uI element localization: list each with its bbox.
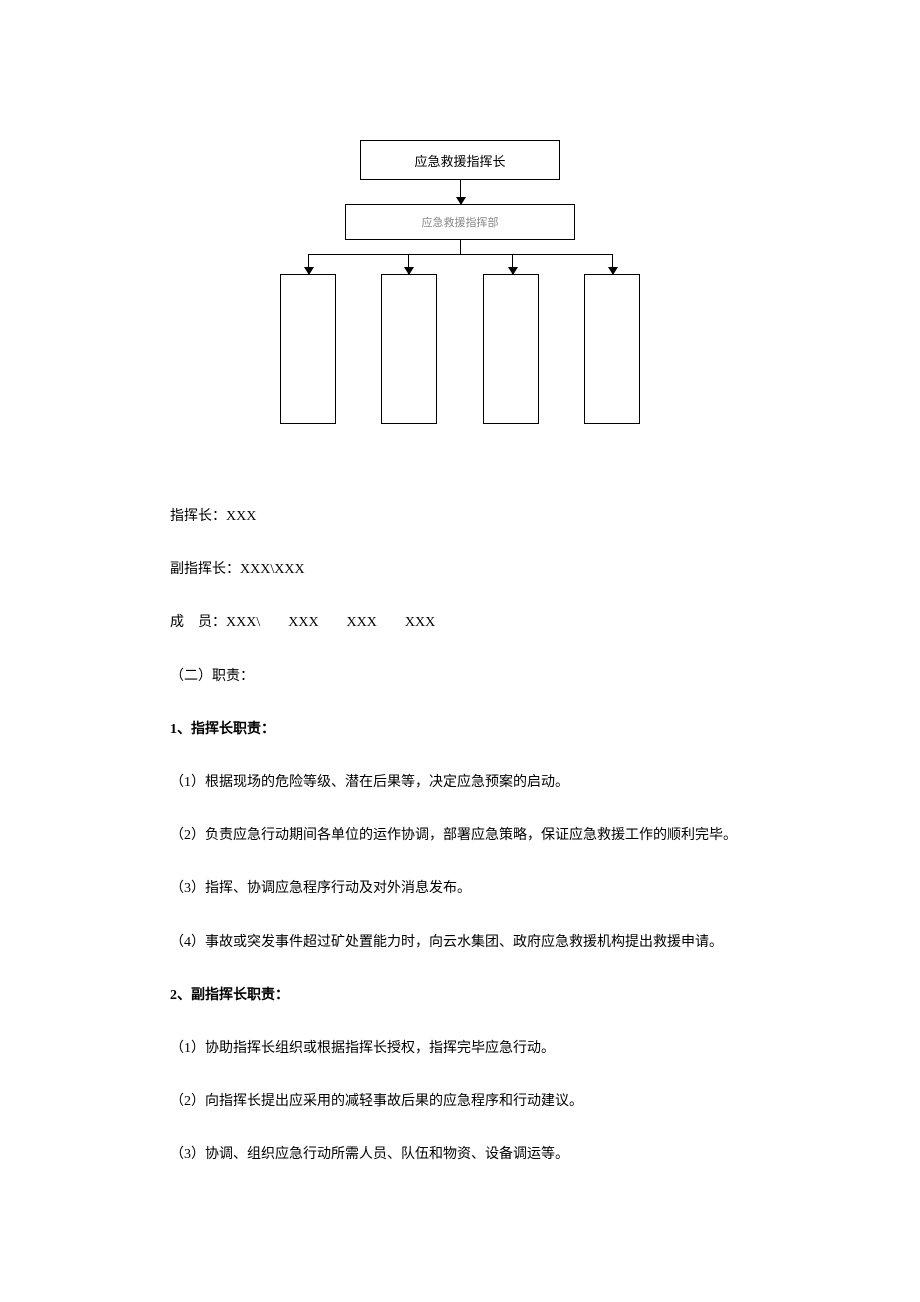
flowchart-leaf-node (381, 274, 437, 424)
document-page: 应急救援指挥长 应急救援指挥部 指挥长：XXX 副指挥长：XXX\XXX 成 员… (0, 0, 920, 1255)
section-title: （二）职责： (170, 664, 750, 689)
duty-item: （1）协助指挥长组织或根据指挥长授权，指挥完毕应急行动。 (170, 1036, 750, 1061)
connector-stem (460, 240, 461, 254)
arrow-down-icon (612, 254, 613, 274)
flowchart-leaf-node (584, 274, 640, 424)
duty-item: （1）根据现场的危险等级、潜在后果等，决定应急预案的启动。 (170, 770, 750, 795)
heading-deputy-duties: 2、副指挥长职责： (170, 983, 750, 1008)
duty-item: （2）负责应急行动期间各单位的运作协调，部署应急策略，保证应急救援工作的顺利完毕… (170, 823, 750, 848)
arrow-down-icon (308, 254, 309, 274)
deputy-commander-line: 副指挥长：XXX\XXX (170, 557, 750, 582)
arrow-down-icon (512, 254, 513, 274)
arrow-down-icon (408, 254, 409, 274)
members-line: 成 员：XXX\ XXX XXX XXX (170, 610, 750, 635)
document-body: 指挥长：XXX 副指挥长：XXX\XXX 成 员：XXX\ XXX XXX XX… (170, 504, 750, 1167)
flowchart-leaf-node (483, 274, 539, 424)
duty-item: （3）指挥、协调应急程序行动及对外消息发布。 (170, 876, 750, 901)
heading-commander-duties: 1、指挥长职责： (170, 717, 750, 742)
duty-item: （3）协调、组织应急行动所需人员、队伍和物资、设备调运等。 (170, 1142, 750, 1167)
flowchart-leaf-row (280, 274, 640, 424)
commander-line: 指挥长：XXX (170, 504, 750, 529)
flowchart-branch-connector (280, 240, 640, 268)
flowchart-leaf-node (280, 274, 336, 424)
duty-item: （2）向指挥长提出应采用的减轻事故后果的应急程序和行动建议。 (170, 1089, 750, 1114)
connector-horizontal (308, 254, 612, 255)
flowchart-node-commander: 应急救援指挥长 (360, 140, 560, 180)
org-flowchart: 应急救援指挥长 应急救援指挥部 (280, 140, 640, 424)
duty-item: （4）事故或突发事件超过矿处置能力时，向云水集团、政府应急救援机构提出救援申请。 (170, 930, 750, 955)
arrow-down-icon (460, 180, 461, 204)
flowchart-node-hq: 应急救援指挥部 (345, 204, 575, 240)
